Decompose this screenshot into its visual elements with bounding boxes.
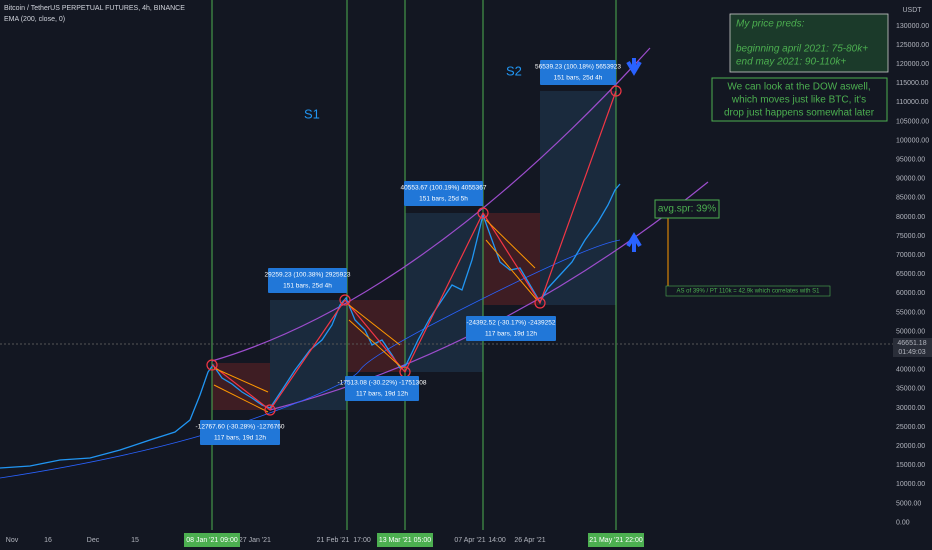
avg-box xyxy=(654,199,720,219)
price-tick-label: 120000.00 xyxy=(896,61,929,68)
price-tick-label: 105000.00 xyxy=(896,118,929,125)
measure-value: 56539.23 (100.18%) 5653923 xyxy=(535,64,621,71)
price-tick-label: 55000.00 xyxy=(896,309,925,316)
price-tick-label: 5000.00 xyxy=(896,500,921,507)
preds-text: beginning april 2021: 75-80k+ xyxy=(736,44,868,55)
time-tick-label: Dec xyxy=(87,537,100,544)
price-tick-label: 75000.00 xyxy=(896,233,925,240)
arrow-up xyxy=(626,232,642,252)
countdown: 01:49:03 xyxy=(898,349,925,356)
time-tick-label: 16 xyxy=(44,537,52,544)
s2-label: S2 xyxy=(506,63,522,78)
price-tick-label: 50000.00 xyxy=(896,328,925,335)
price-tick-label: 60000.00 xyxy=(896,290,925,297)
measure-label xyxy=(268,268,347,293)
price-tick-label: 20000.00 xyxy=(896,443,925,450)
time-highlight-label: 13 Mar '21 05:00 xyxy=(379,537,431,544)
measure-bars: 117 bars, 19d 12h xyxy=(485,331,537,338)
time-tick-label: 14:00 xyxy=(488,537,506,544)
price-tick-label: 25000.00 xyxy=(896,424,925,431)
dow-box xyxy=(711,77,888,122)
measure-bars: 151 bars, 25d 4h xyxy=(554,75,603,82)
s1-label: S1 xyxy=(304,106,320,121)
price-tick-label: 100000.00 xyxy=(896,137,929,144)
price-tick-label: 65000.00 xyxy=(896,271,925,278)
note-text: AS of 39% / PT 110k = 42.9k which correl… xyxy=(676,289,820,295)
measure-label xyxy=(345,376,419,401)
symbol-title: Bitcoin / TetherUS PERPETUAL FUTURES, 4h… xyxy=(4,5,185,12)
time-highlight xyxy=(377,533,433,547)
time-tick-label: 17:00 xyxy=(353,537,371,544)
measure-value: 29259.23 (100.38%) 2925923 xyxy=(264,272,350,279)
measure-value: -24392.52 (-30.17%) -2439252 xyxy=(467,320,556,327)
price-tick-label: 30000.00 xyxy=(896,405,925,412)
zigzag xyxy=(211,90,617,411)
measure-bars: 151 bars, 25d 4h xyxy=(283,283,332,290)
measure-bars: 151 bars, 25d 5h xyxy=(419,196,468,203)
ema-line xyxy=(0,239,621,479)
price-tick-label: 10000.00 xyxy=(896,481,925,488)
time-highlight xyxy=(184,533,240,547)
currency: USDT xyxy=(902,7,922,14)
price-tick-label: 80000.00 xyxy=(896,214,925,221)
dow-text: which moves just like BTC, it's xyxy=(731,95,866,106)
last-price-box xyxy=(893,338,932,357)
price-tick-label: 15000.00 xyxy=(896,462,925,469)
measure-value: -12767.60 (-30.28%) -1276760 xyxy=(196,424,285,431)
price-tick-label: 115000.00 xyxy=(896,80,929,87)
price-tick-label: 90000.00 xyxy=(896,176,925,183)
preds-text: My price preds: xyxy=(736,19,805,30)
measure-label xyxy=(540,60,616,85)
avg-text: avg.spr: 39% xyxy=(658,204,716,215)
last-price: 46651.18 xyxy=(897,340,926,347)
preds-box xyxy=(729,13,889,73)
time-highlight-label: 21 May '21 22:00 xyxy=(589,537,643,544)
time-tick-label: 07 Apr '21 xyxy=(454,537,485,544)
price-tick-label: 35000.00 xyxy=(896,386,925,393)
time-tick-label: 8 27 Jan '21 xyxy=(233,537,271,544)
trend-lines xyxy=(213,219,538,413)
price-tick-label: 130000.00 xyxy=(896,23,929,30)
price-tick-label: 95000.00 xyxy=(896,157,925,164)
dow-text: drop just happens somewhat later xyxy=(724,108,875,119)
time-tick-label: 15 xyxy=(131,537,139,544)
price-tick-label: 40000.00 xyxy=(896,367,925,374)
time-tick-label: 21 Feb '21 xyxy=(317,537,350,544)
arrow-down xyxy=(626,58,642,76)
time-highlight-label: 08 Jan '21 09:00 xyxy=(186,537,238,544)
time-tick-label: 26 Apr '21 xyxy=(514,537,545,544)
measure-value: 40553.67 (100.19%) 4055367 xyxy=(400,185,486,192)
preds-text: end may 2021: 90-110k+ xyxy=(736,57,846,68)
price-tick-label: 0.00 xyxy=(896,519,910,526)
upper-curve xyxy=(211,47,651,362)
price-axis xyxy=(893,0,932,550)
price-tick-label: 110000.00 xyxy=(896,99,929,106)
price-tick-label: 70000.00 xyxy=(896,252,925,259)
dow-text: We can look at the DOW aswell, xyxy=(727,82,870,93)
measure-bars: 117 bars, 19d 12h xyxy=(356,391,408,398)
time-tick-label: Nov xyxy=(6,537,19,544)
price-tick-label: 85000.00 xyxy=(896,195,925,202)
measure-value: -17513.08 (-30.22%) -1751308 xyxy=(338,380,427,387)
measure-label xyxy=(404,181,483,206)
indicator-label: EMA (200, close, 0) xyxy=(4,16,65,23)
measure-bars: 117 bars, 19d 12h xyxy=(214,435,266,442)
price-tick-label: 125000.00 xyxy=(896,42,929,49)
note-box xyxy=(665,285,831,297)
pivot-circles xyxy=(206,85,622,416)
measure-label xyxy=(200,420,280,445)
measure-label xyxy=(466,316,556,341)
time-highlight xyxy=(588,533,644,547)
